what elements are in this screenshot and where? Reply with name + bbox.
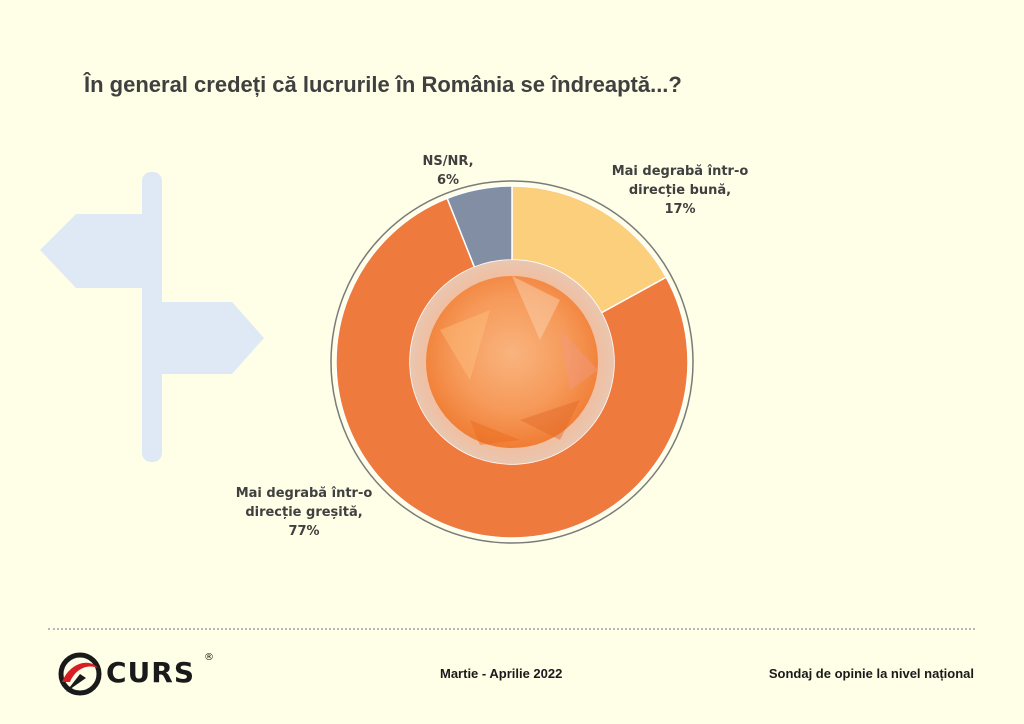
donut-center	[426, 276, 598, 448]
slice-label-gresita: Mai degrabă într-o direcție greșită, 77%	[235, 486, 373, 539]
curs-logo: CURS ®	[56, 652, 226, 696]
logo-text: CURS	[106, 656, 196, 689]
donut-outer-rim	[330, 180, 694, 544]
chart-title: În general credeți că lucrurile în Român…	[84, 72, 682, 97]
slice-label-ns: NS/NR, 6%	[422, 154, 474, 188]
curs-swirl-icon	[58, 652, 102, 696]
signpost-pole	[142, 172, 162, 462]
footer-divider	[48, 628, 975, 630]
survey-date: Martie - Aprilie 2022	[440, 666, 563, 681]
signpost-icon	[40, 172, 264, 462]
survey-note: Sondaj de opinie la nivel național	[768, 666, 974, 681]
center-facets	[440, 276, 598, 445]
registered-mark: ®	[204, 652, 214, 663]
signpost-right-arrow	[162, 302, 264, 374]
signpost-left-arrow	[40, 214, 142, 288]
slice-label-buna: Mai degrabă într-o direcție bună, 17%	[611, 164, 749, 217]
